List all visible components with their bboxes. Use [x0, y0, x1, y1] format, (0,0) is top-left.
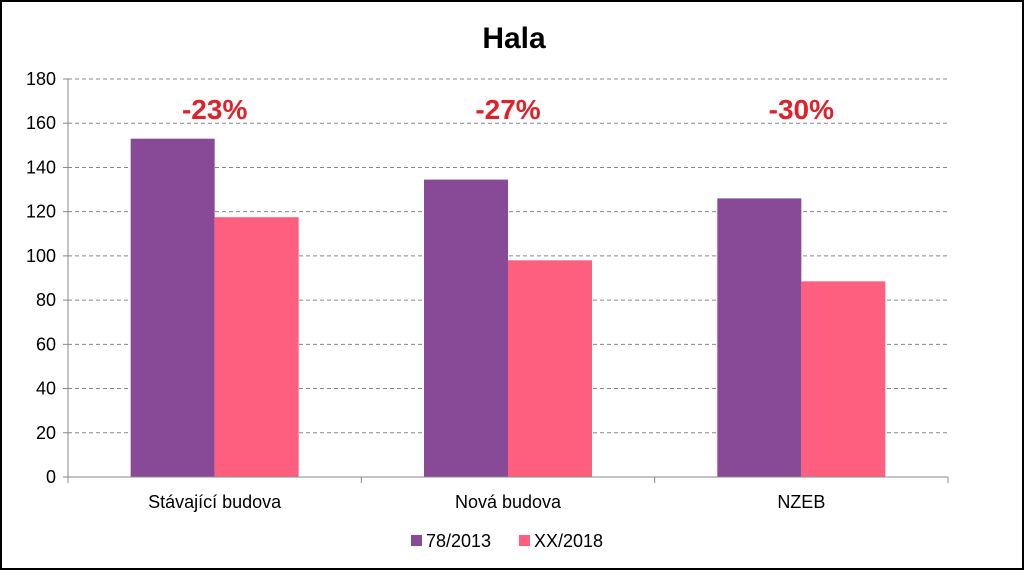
y-tick-label: 80: [36, 290, 56, 310]
y-tick-label: 20: [36, 423, 56, 443]
legend-swatch: [411, 535, 422, 546]
y-tick-label: 40: [36, 379, 56, 399]
legend-label: 78/2013: [426, 531, 491, 551]
y-tick-labels: 0 20 40 60 80 100 120 140 160 180: [26, 69, 56, 487]
percent-change-label: -27%: [475, 94, 540, 125]
y-tick-label: 160: [26, 113, 56, 133]
y-tick-label: 140: [26, 157, 56, 177]
y-tick-label: 100: [26, 246, 56, 266]
chart-title: Hala: [482, 22, 546, 55]
y-tick-label: 120: [26, 202, 56, 222]
category-labels: Stávající budova Nová budova NZEB: [148, 492, 825, 512]
annotations: -23% -27% -30%: [182, 94, 834, 125]
bar-78-2013-1: [130, 138, 215, 477]
bar-78-2013-2: [424, 179, 508, 477]
bars: [130, 138, 886, 477]
y-tick-label: 180: [26, 69, 56, 89]
category-label: NZEB: [777, 492, 825, 512]
bar-xx-2018-3: [801, 281, 886, 477]
y-tick-label: 0: [46, 467, 56, 487]
percent-change-label: -30%: [769, 94, 834, 125]
axes: [63, 78, 949, 483]
bar-xx-2018-1: [214, 217, 299, 477]
bar-xx-2018-2: [508, 260, 592, 477]
category-label: Nová budova: [455, 492, 562, 512]
percent-change-label: -23%: [182, 94, 247, 125]
bar-78-2013-3: [717, 198, 802, 477]
legend-label: XX/2018: [534, 531, 603, 551]
legend: 78/2013 XX/2018: [411, 531, 603, 551]
y-tick-label: 60: [36, 334, 56, 354]
legend-swatch: [519, 535, 530, 546]
category-label: Stávající budova: [148, 492, 282, 512]
